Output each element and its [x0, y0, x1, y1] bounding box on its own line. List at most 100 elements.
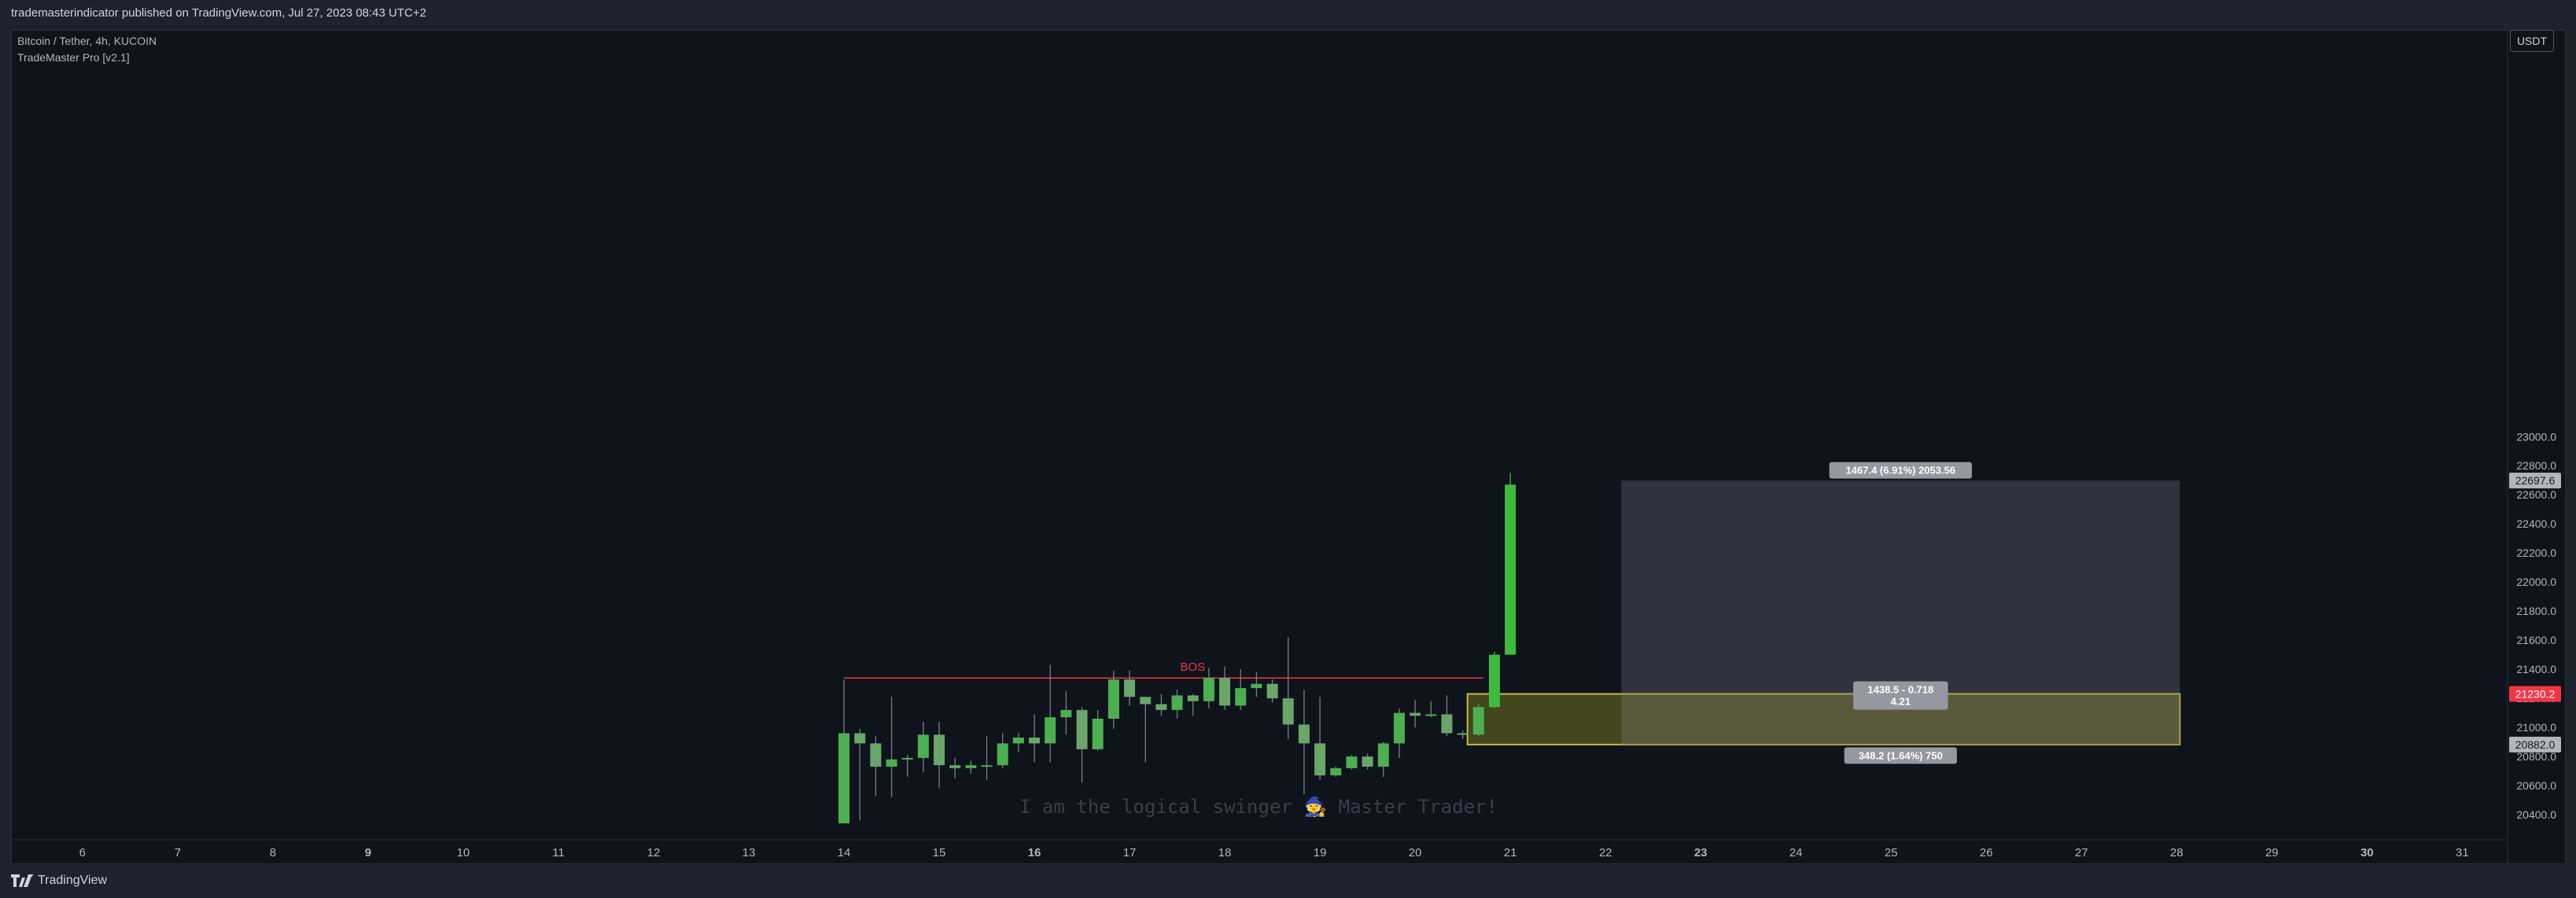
x-tick-label: 18 — [1218, 846, 1232, 859]
candle-body — [838, 733, 849, 824]
candle-body — [1092, 718, 1104, 749]
risk-reward-label-bg — [1853, 681, 1948, 710]
x-tick-label: 11 — [552, 846, 565, 859]
y-tick-label: 20400.0 — [2516, 808, 2556, 821]
candle-body — [1282, 698, 1294, 725]
candle-body — [1314, 743, 1326, 776]
candle-body — [901, 757, 913, 760]
x-tick-label: 25 — [1885, 846, 1898, 859]
candle-body — [934, 734, 945, 766]
candle-body — [965, 765, 977, 768]
candle-body — [1298, 724, 1310, 744]
candle-body — [870, 743, 882, 767]
x-tick-label: 24 — [1789, 846, 1803, 859]
x-tick-label: 10 — [457, 846, 470, 859]
y-tick-label: 21600.0 — [2516, 634, 2556, 646]
x-tick-label: 27 — [2075, 846, 2088, 859]
y-tick-label: 23000.0 — [2516, 430, 2556, 443]
x-tick-label: 7 — [175, 846, 181, 859]
x-tick-label: 8 — [270, 846, 276, 859]
risk-reward-label: 1438.5 - 0.718 — [1867, 683, 1933, 695]
candle-body — [1060, 709, 1072, 718]
currency-button[interactable]: USDT — [2510, 30, 2554, 52]
x-tick-label: 12 — [647, 846, 661, 859]
x-tick-label: 16 — [1028, 846, 1041, 859]
x-tick-label: 26 — [1980, 846, 1993, 859]
tradingview-wordmark: TradingView — [38, 874, 108, 887]
y-tick-label: 22800.0 — [2516, 459, 2556, 472]
y-tick-label: 22200.0 — [2516, 547, 2556, 559]
candle-body — [1171, 695, 1183, 710]
candle-body — [1076, 709, 1088, 749]
candle-body — [1410, 712, 1421, 716]
y-tick-label: 22400.0 — [2516, 517, 2556, 530]
tradingview-logo-icon — [11, 874, 33, 887]
candle-body — [1362, 756, 1373, 767]
candle-body — [981, 765, 993, 767]
candle-body — [1155, 704, 1167, 710]
x-tick-label: 23 — [1694, 846, 1708, 859]
x-tick-label: 31 — [2456, 846, 2469, 859]
candle-body — [1203, 678, 1214, 701]
candle-body — [1472, 707, 1484, 735]
x-tick-label: 6 — [79, 846, 86, 859]
candle-body — [1235, 688, 1247, 706]
x-tick-label: 15 — [933, 846, 946, 859]
candle-body — [854, 733, 866, 744]
candle-body — [1488, 654, 1500, 708]
candle-body — [1266, 683, 1278, 699]
target-zone — [1621, 480, 2180, 694]
bos-label: BOS — [1181, 661, 1206, 674]
top-bar: trademasterindicator published on Tradin… — [0, 0, 2576, 30]
stop-label: 348.2 (1.64%) 750 — [1859, 749, 1943, 761]
candle-body — [1505, 484, 1516, 655]
candle-body — [1012, 738, 1024, 744]
x-tick-label: 9 — [365, 846, 371, 859]
candle-body — [1330, 767, 1342, 776]
y-tick-label: 22600.0 — [2516, 488, 2556, 501]
y-tick-label: 22000.0 — [2516, 576, 2556, 588]
target-label-bg — [1829, 462, 1972, 479]
candle-body — [1393, 712, 1405, 744]
candle-body — [949, 765, 961, 768]
candle-body — [1425, 714, 1437, 716]
candle-body — [1045, 717, 1056, 744]
footer: TradingView — [0, 864, 2576, 898]
watermark-text: I am the logical swinger 🧙 Master Trader… — [1019, 796, 1498, 818]
target-label: 1467.4 (6.91%) 2053.56 — [1846, 465, 1956, 477]
symbol-info: Bitcoin / Tether, 4h, KUCOIN — [17, 35, 157, 47]
x-tick-label: 19 — [1314, 846, 1327, 859]
x-tick-label: 13 — [743, 846, 756, 859]
y-tick-label: 20600.0 — [2516, 779, 2556, 792]
candle-body — [917, 734, 929, 758]
candle-body — [1124, 679, 1136, 697]
x-tick-label: 14 — [838, 846, 851, 859]
candle-body — [1441, 714, 1453, 734]
x-tick-label: 21 — [1504, 846, 1517, 859]
y-tick-label: 21400.0 — [2516, 663, 2556, 675]
y-tick-label: 21000.0 — [2516, 721, 2556, 734]
risk-reward-label: 4.21 — [1891, 695, 1911, 707]
candle-body — [1187, 695, 1199, 701]
price-tag: 20882.0 — [2515, 738, 2556, 751]
candle-body — [1107, 679, 1119, 719]
y-tick-label: 21800.0 — [2516, 605, 2556, 617]
price-tag-bg — [2509, 686, 2561, 702]
publish-info: trademasterindicator published on Tradin… — [11, 6, 426, 20]
candle-body — [1346, 756, 1358, 768]
candle-body — [1377, 743, 1389, 767]
candle-body — [1140, 697, 1152, 705]
price-tag-bg — [2509, 473, 2561, 489]
candle-body — [1219, 678, 1231, 706]
x-tick-label: 30 — [2360, 846, 2374, 859]
x-tick-label: 29 — [2265, 846, 2279, 859]
y-tick-label: 20800.0 — [2516, 750, 2556, 763]
tradingview-brand[interactable]: TradingView — [11, 874, 107, 888]
candle-body — [1029, 738, 1041, 744]
candle-body — [886, 759, 897, 767]
price-tag-bg — [2509, 736, 2561, 753]
candle-body — [1251, 683, 1262, 689]
price-tag: 22697.6 — [2515, 474, 2556, 487]
price-tag: 21230.2 — [2515, 687, 2556, 700]
